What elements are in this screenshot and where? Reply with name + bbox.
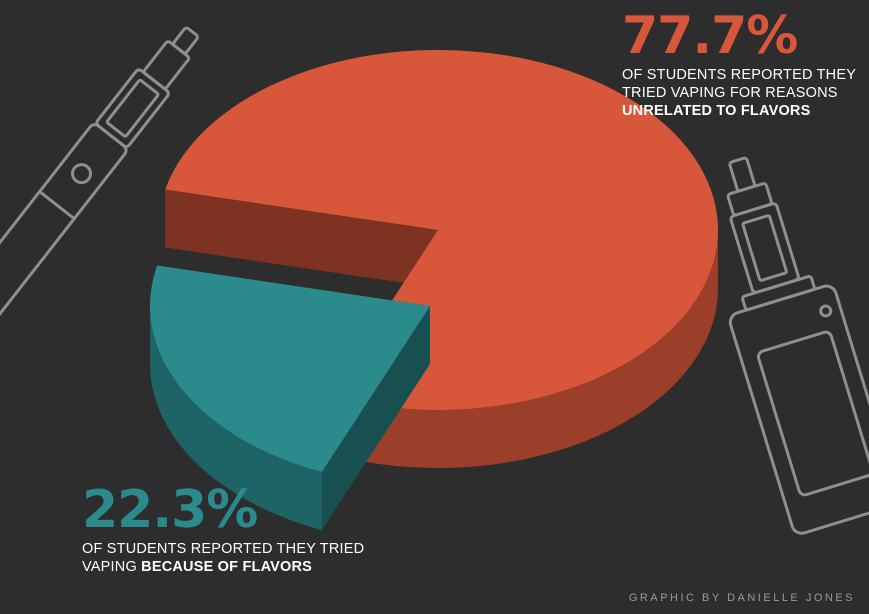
unrelated-line-2: TRIED VAPING FOR REASONS bbox=[622, 85, 838, 101]
credit-text: GRAPHIC BY DANIELLE JONES bbox=[628, 592, 855, 604]
pie-slice-1 bbox=[149, 265, 430, 531]
vape-box-mod-icon bbox=[726, 156, 869, 535]
unrelated-callout: 77.7% OF STUDENTS REPORTED THEY TRIED VA… bbox=[622, 10, 862, 120]
flavors-callout: 22.3% OF STUDENTS REPORTED THEY TRIED VA… bbox=[82, 484, 402, 576]
flavors-line-2-strong: BECAUSE OF FLAVORS bbox=[141, 559, 313, 575]
flavors-line-2-prefix: VAPING bbox=[82, 559, 142, 575]
unrelated-percent: 77.7% bbox=[622, 6, 798, 66]
vape-pen-icon bbox=[0, 26, 199, 338]
flavors-line-2: VAPING BECAUSE OF FLAVORS bbox=[82, 558, 402, 576]
flavors-percent: 22.3% bbox=[82, 480, 258, 540]
flavors-line-1: OF STUDENTS REPORTED THEY TRIED bbox=[82, 541, 365, 557]
unrelated-line-1: OF STUDENTS REPORTED THEY bbox=[622, 67, 857, 83]
unrelated-line-3: UNRELATED TO FLAVORS bbox=[622, 103, 811, 119]
